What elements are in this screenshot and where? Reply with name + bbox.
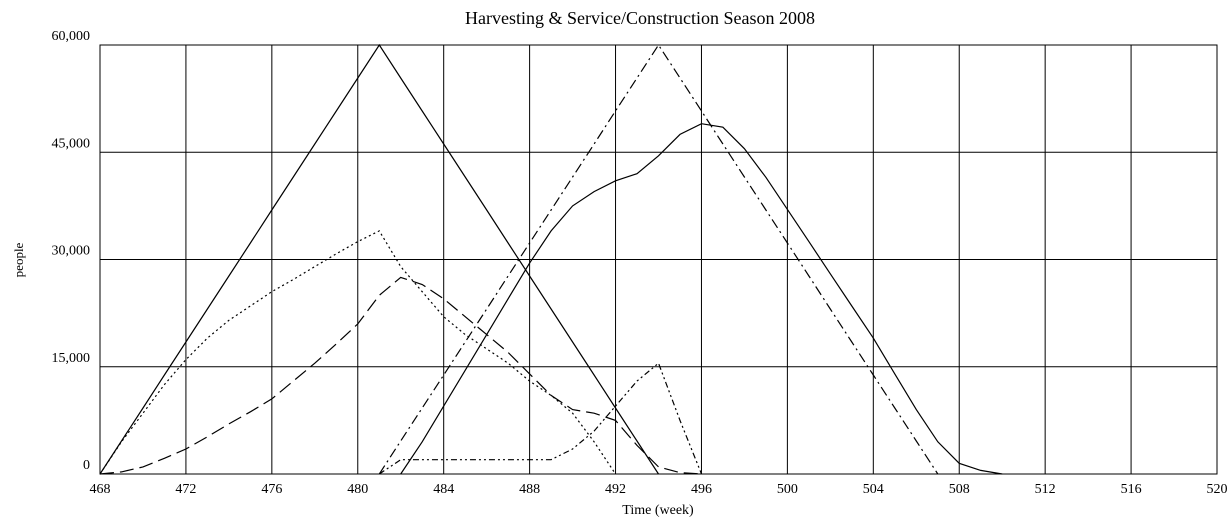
x-tick-label: 508 [949, 482, 970, 497]
x-tick-label: 492 [605, 482, 626, 497]
x-tick-label: 480 [347, 482, 368, 497]
series-line [99, 230, 616, 475]
x-tick-label: 472 [175, 482, 196, 497]
y-tick-label: 60,000 [52, 29, 91, 44]
x-tick-label: 516 [1121, 482, 1142, 497]
series-line [400, 123, 1003, 475]
x-tick-label: 504 [863, 482, 884, 497]
y-tick-label: 45,000 [52, 136, 91, 151]
y-tick-label: 30,000 [52, 244, 91, 259]
x-tick-label: 520 [1207, 482, 1227, 497]
y-axis-label: people [11, 242, 26, 277]
x-tick-label: 476 [261, 482, 282, 497]
x-tick-label: 512 [1035, 482, 1056, 497]
x-tick-label: 500 [777, 482, 798, 497]
x-tick-label: 496 [691, 482, 712, 497]
chart-title: Harvesting & Service/Construction Season… [465, 8, 815, 28]
series-line [378, 362, 703, 475]
y-tick-label: 15,000 [52, 351, 91, 366]
x-tick-label: 468 [90, 482, 111, 497]
series-line [99, 276, 702, 475]
x-axis-label: Time (week) [622, 503, 694, 518]
y-tick-label: 0 [83, 458, 90, 473]
x-tick-label: 488 [519, 482, 540, 497]
x-tick-label: 484 [433, 482, 454, 497]
series-line [99, 43, 660, 475]
